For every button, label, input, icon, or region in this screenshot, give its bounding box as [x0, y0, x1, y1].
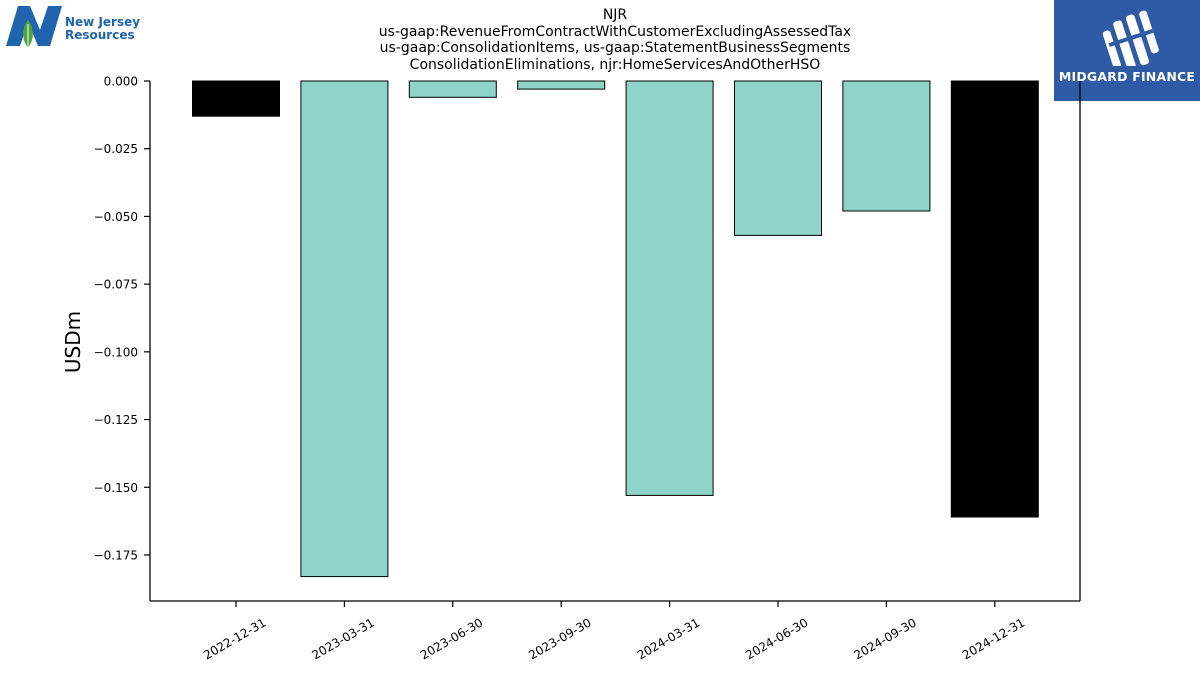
axes-group — [149, 81, 1081, 602]
midgard-emblem-icon — [1102, 10, 1159, 66]
y-tick-label: −0.075 — [94, 278, 138, 292]
bar-2023-06-30 — [408, 80, 497, 98]
midgard-finance-logo: MIDGARD FINANCE — [1054, 0, 1200, 101]
njr-logo-icon — [6, 6, 62, 48]
x-tick-label: 2024-06-30 — [743, 615, 810, 662]
logo-text: MIDGARD FINANCE — [1058, 69, 1196, 84]
bar-2024-09-30 — [842, 80, 931, 212]
y-tick-label: −0.175 — [94, 548, 138, 562]
y-tick-label: −0.150 — [94, 481, 138, 495]
x-axis-ticks: 2022-12-31 2023-03-31 2023-06-30 2023-09-30… — [201, 601, 1027, 662]
bars-group — [192, 80, 1039, 578]
chart-title-line-2: us-gaap:RevenueFromContractWithCustomerE… — [378, 23, 852, 40]
y-axis-ticks: 0.000 −0.025 −0.050 −0.075 −0.100 −0.125 −0.15… — [94, 75, 150, 562]
bar-2023-09-30 — [517, 80, 606, 90]
x-tick-label: 2023-03-31 — [309, 615, 376, 662]
bar-2022-12-31 — [192, 80, 280, 117]
y-axis-label: USDm — [61, 311, 85, 373]
x-tick-label: 2024-03-31 — [635, 615, 702, 662]
y-tick-label: −0.025 — [94, 142, 138, 156]
chart-title-line-1: NJR — [602, 7, 628, 23]
x-tick-label: 2024-12-31 — [960, 615, 1027, 662]
bar-2024-03-31 — [625, 80, 714, 496]
y-tick-label: −0.100 — [94, 345, 138, 359]
x-tick-label: 2023-06-30 — [418, 615, 485, 662]
chart-title-line-4: ConsolidationEliminations, njr:HomeServi… — [409, 56, 821, 73]
bar-2024-12-31 — [950, 80, 1039, 518]
y-tick-label: −0.050 — [94, 210, 138, 224]
bar-2023-03-31 — [300, 80, 389, 578]
company-logo: New Jersey Resources — [4, 4, 144, 52]
bar-2024-06-30 — [734, 80, 822, 236]
logo-text-line2: Resources — [65, 28, 135, 42]
x-tick-label: 2023-09-30 — [526, 615, 593, 662]
x-tick-label: 2024-09-30 — [851, 615, 918, 662]
x-tick-label: 2022-12-31 — [201, 615, 268, 662]
chart-title-line-3: us-gaap:ConsolidationItems, us-gaap:Stat… — [379, 40, 851, 56]
y-tick-label: 0.000 — [104, 75, 138, 89]
y-tick-label: −0.125 — [94, 413, 138, 427]
logo-text-line1: New Jersey — [65, 15, 141, 29]
